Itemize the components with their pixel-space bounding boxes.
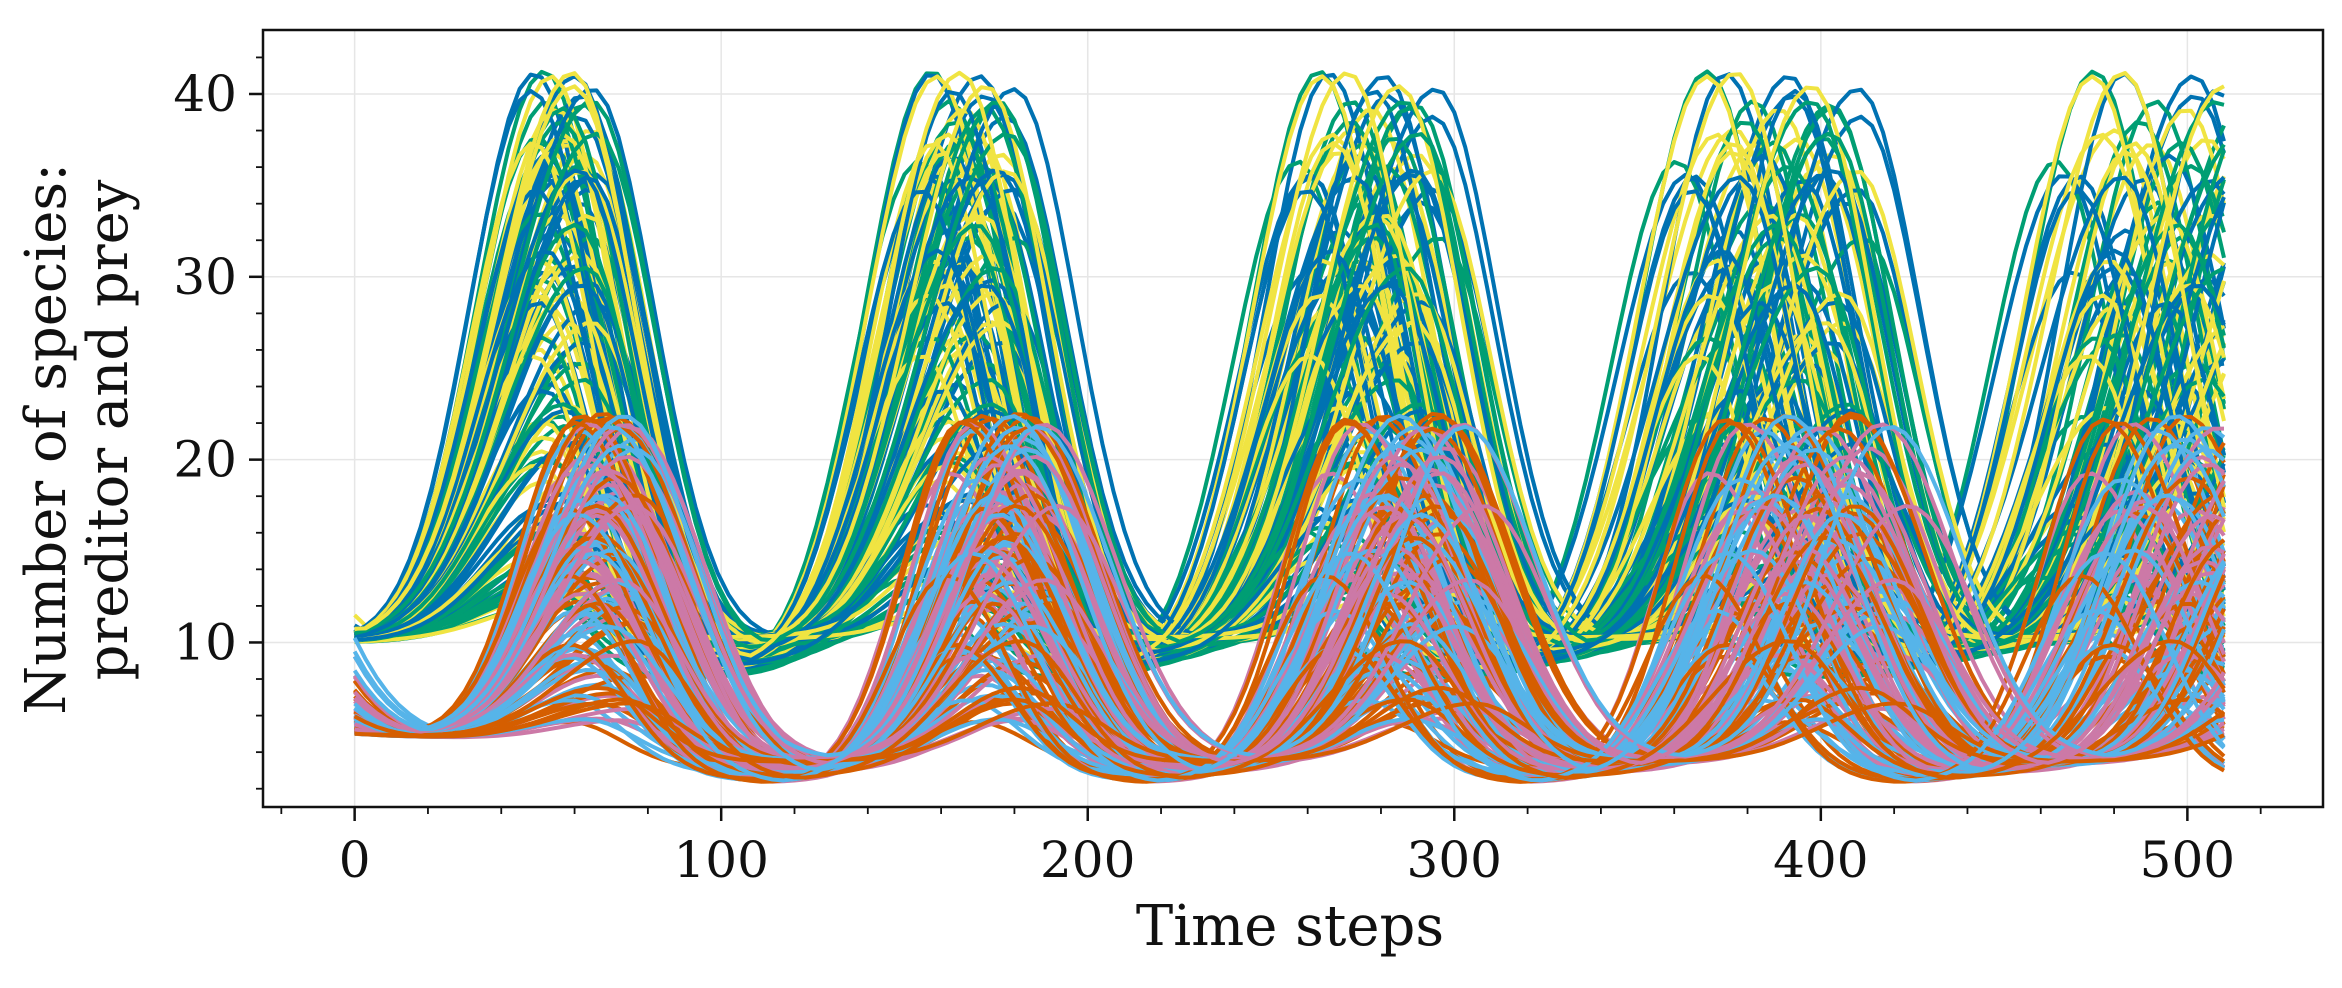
- predator-series-line: [353, 87, 2226, 637]
- series-layer: [352, 69, 2226, 784]
- prey-series-line: [354, 685, 2226, 764]
- prey-series-line: [353, 639, 2226, 780]
- x-tick-label: 400: [1773, 831, 1868, 889]
- y-tick-label: 20: [173, 431, 237, 489]
- y-tick-label: 30: [173, 248, 237, 306]
- x-tick-label: 200: [1040, 831, 1135, 889]
- x-tick-label: 0: [339, 831, 371, 889]
- prey-series-line: [352, 505, 2226, 779]
- x-tick-label: 500: [2140, 831, 2235, 889]
- prey-series-group: [352, 411, 2226, 784]
- y-axis-label: Number of species: preditor and prey: [14, 145, 141, 715]
- x-tick-label: 100: [673, 831, 768, 889]
- y-axis-label-line-2: preditor and prey: [76, 179, 141, 680]
- prey-series-line: [353, 503, 2226, 759]
- ticks: 0 100 200 300 400 500 10 20 30 40: [173, 56, 2262, 889]
- predator-series-line: [354, 131, 2226, 644]
- y-axis-label-line-1: Number of species:: [14, 163, 79, 715]
- y-tick-label: 40: [173, 65, 237, 123]
- prey-series-line: [354, 544, 2225, 770]
- x-axis-label: Time steps: [1136, 894, 1444, 959]
- x-tick-label: 300: [1407, 831, 1502, 889]
- plot-frame: [261, 28, 2325, 809]
- prey-series-line: [353, 551, 2226, 783]
- y-tick-label: 10: [173, 613, 237, 671]
- prey-series-line: [352, 443, 2226, 772]
